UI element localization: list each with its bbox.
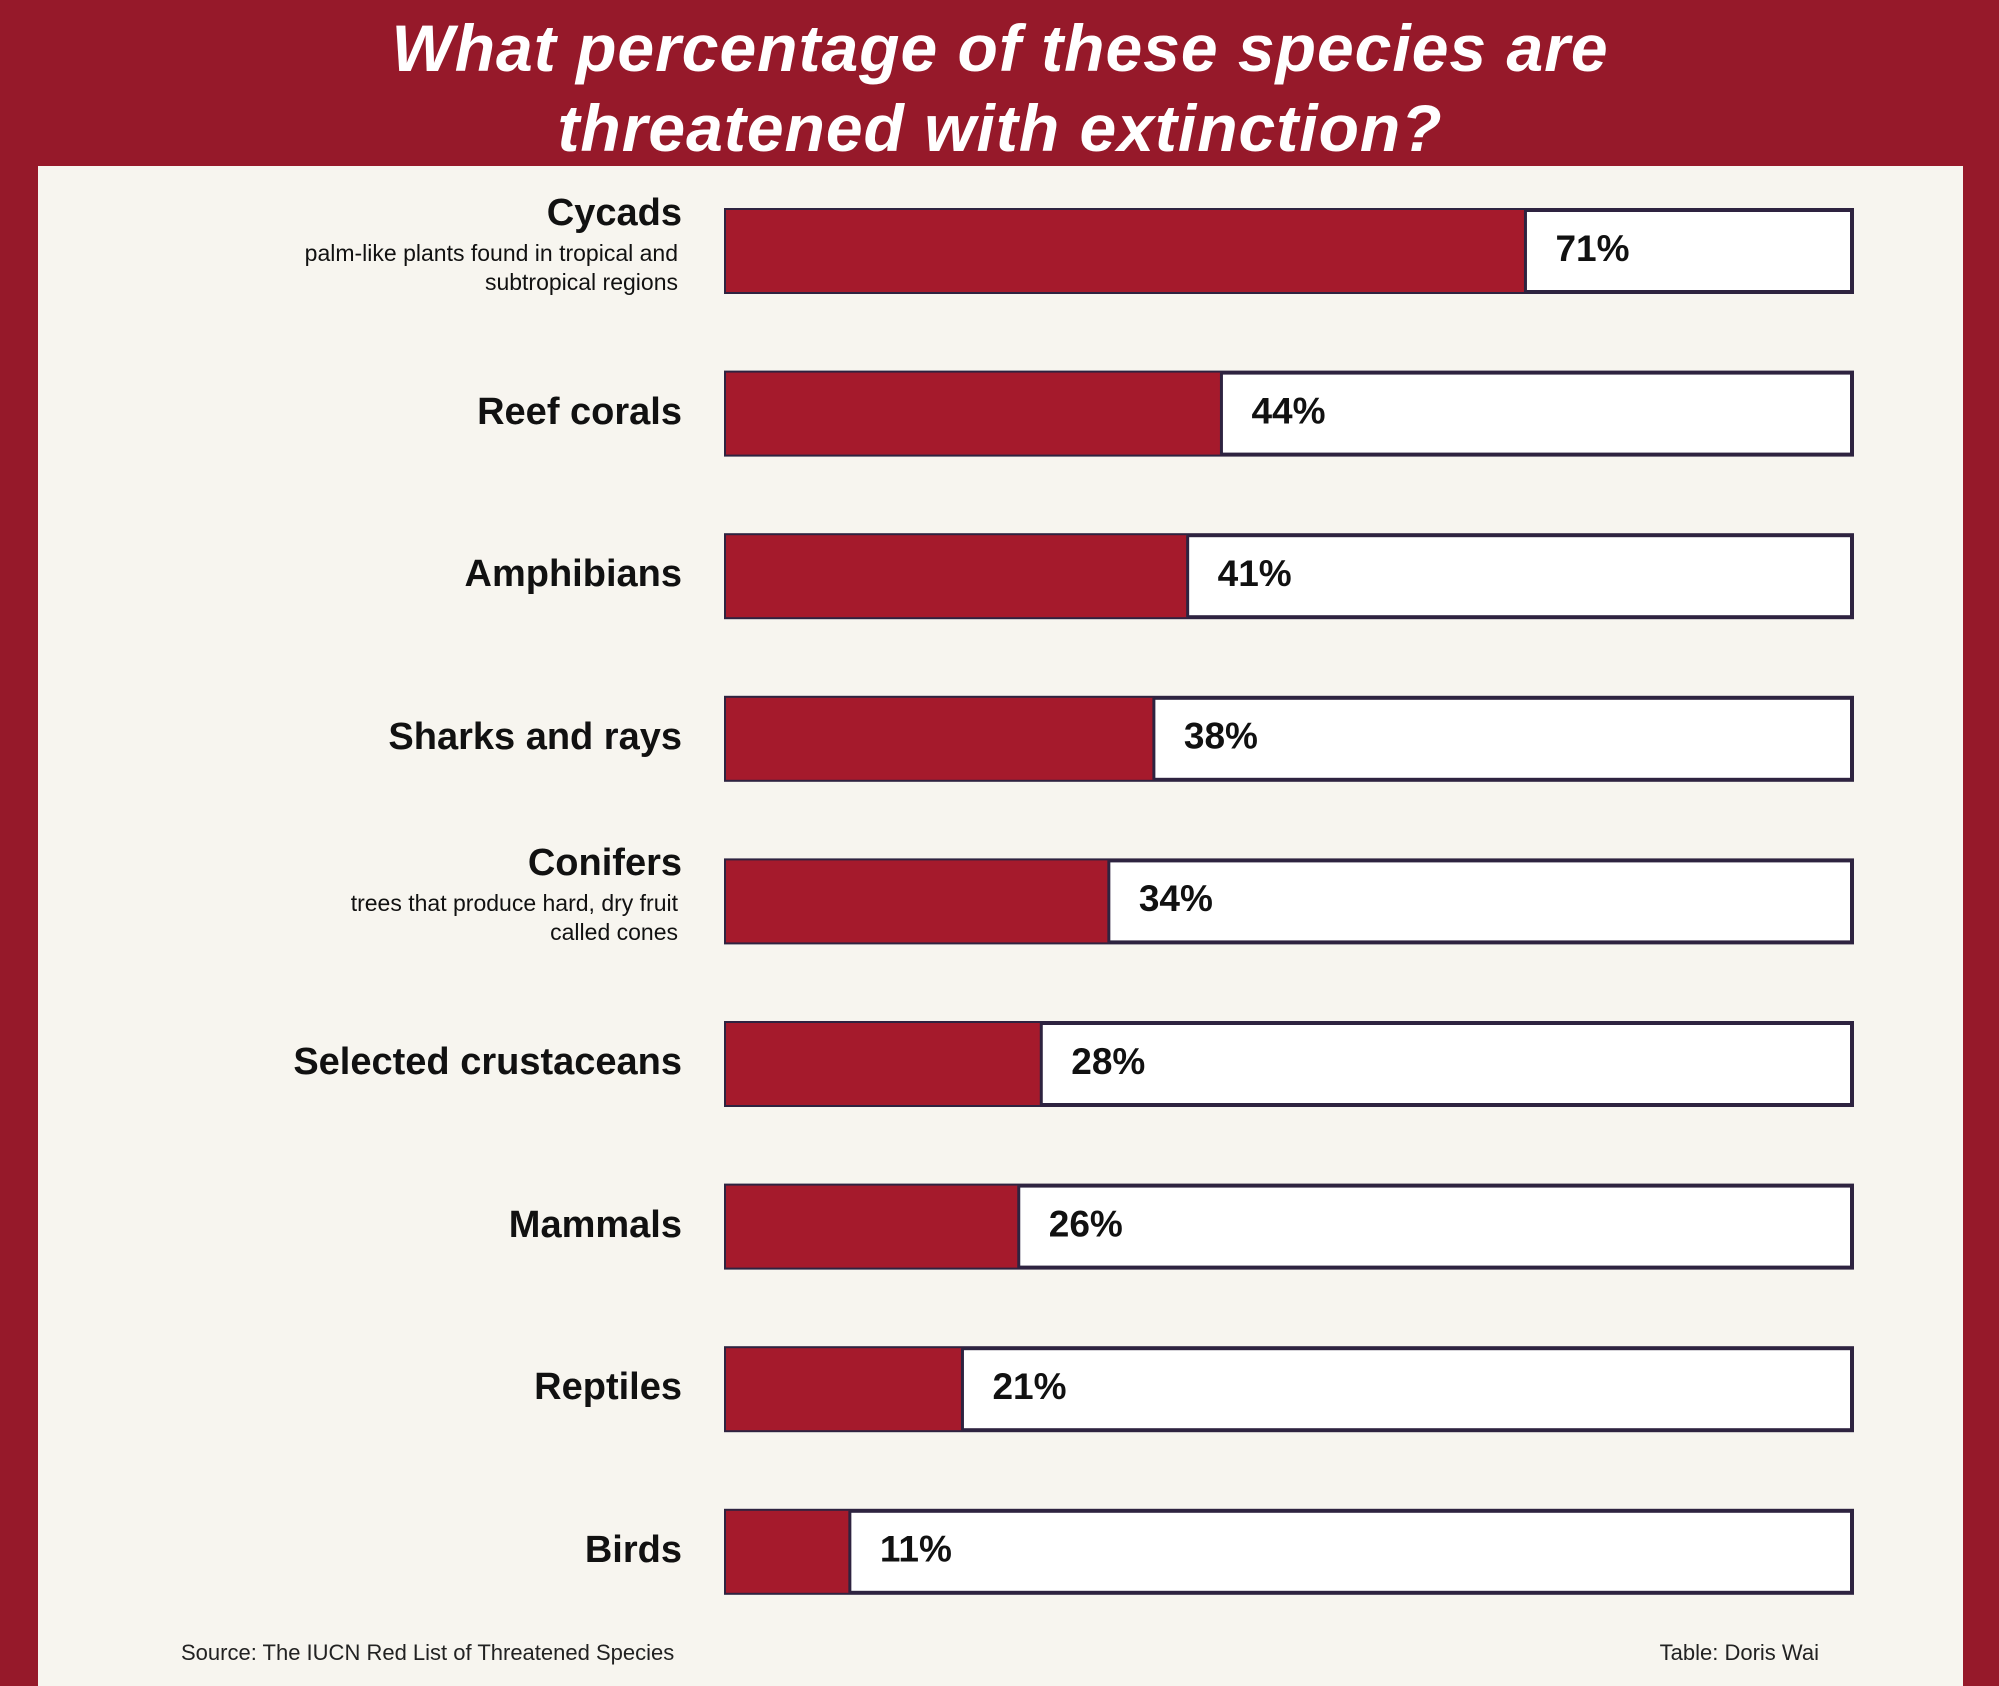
value-label: 26% (1049, 1203, 1123, 1244)
category-label: Cycads (546, 192, 682, 234)
category-label: Selected crustaceans (293, 1041, 682, 1083)
bar (726, 372, 1222, 455)
bar (726, 1185, 1019, 1268)
bar (726, 860, 1109, 943)
value-label: 71% (1555, 228, 1629, 269)
value-label: 21% (992, 1366, 1066, 1407)
category-label: Reef corals (477, 390, 682, 433)
credit: Table: Doris Wai (1659, 1640, 1819, 1665)
bar (726, 1348, 963, 1431)
source: Source: The IUCN Red List of Threatened … (181, 1640, 675, 1665)
category-label: Mammals (508, 1203, 682, 1246)
category-description: palm-like plants found in tropical and s… (304, 240, 678, 295)
category-description: trees that produce hard, dry fruit calle… (350, 890, 678, 946)
bar (726, 697, 1154, 780)
value-label: 38% (1184, 716, 1258, 757)
category-label: Conifers (527, 842, 682, 885)
category-label: Sharks and rays (388, 715, 682, 758)
value-label: 41% (1218, 553, 1292, 594)
chart-title: What percentage of these species are thr… (391, 11, 1609, 165)
bar (726, 1510, 850, 1593)
value-label: 28% (1071, 1041, 1145, 1082)
bar (726, 210, 1526, 292)
category-label: Birds (584, 1528, 682, 1571)
value-label: 11% (880, 1529, 952, 1570)
value-label: 44% (1251, 390, 1325, 431)
value-label: 34% (1139, 878, 1213, 919)
category-label: Reptiles (534, 1366, 682, 1409)
bar (726, 1023, 1042, 1105)
bar (726, 535, 1188, 618)
category-label: Amphibians (464, 553, 682, 596)
